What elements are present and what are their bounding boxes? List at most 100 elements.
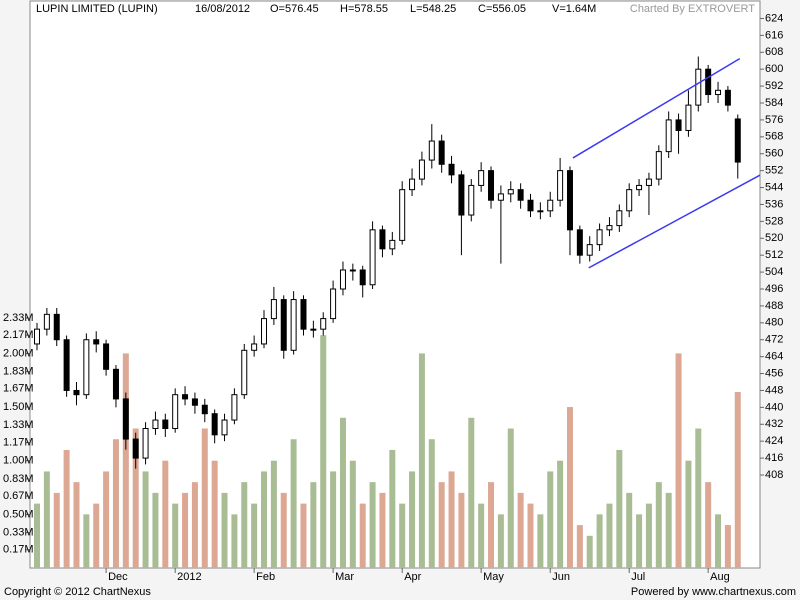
volume-bar	[290, 439, 297, 568]
candle-body	[705, 68, 712, 96]
volume-tick-label: 0.83M	[3, 473, 34, 485]
candle-body	[142, 428, 149, 459]
candle-body	[359, 269, 366, 286]
volume-bar	[596, 514, 603, 568]
candle-body	[675, 119, 682, 131]
x-tick-label: Aug	[710, 571, 730, 583]
candle-body	[241, 349, 248, 396]
y-tick-label: 616	[765, 29, 783, 41]
volume-bar	[409, 471, 416, 568]
candle-body	[261, 318, 268, 345]
volume-bar	[201, 428, 208, 568]
y-tick-label: 464	[765, 351, 783, 363]
candle-body	[626, 189, 633, 212]
candle-body	[379, 229, 386, 250]
y-tick-label: 480	[765, 317, 783, 329]
volume-bar	[379, 492, 386, 568]
volume-tick-label: 1.00M	[3, 455, 34, 467]
close: C=556.05	[478, 3, 526, 15]
volume-bar	[645, 503, 652, 568]
candle-body	[438, 140, 445, 165]
volume-bar	[517, 492, 524, 568]
volume-bar	[448, 471, 455, 568]
powered-by: Powered by www.chartnexus.com	[631, 586, 796, 598]
volume-bar	[142, 471, 149, 568]
volume-tick-label: 2.00M	[3, 347, 34, 359]
volume-bar	[122, 353, 129, 568]
volume-bar	[626, 492, 633, 568]
volume-bar	[152, 492, 159, 568]
y-tick-label: 576	[765, 114, 783, 126]
volume-tick-label: 0.67M	[3, 490, 34, 502]
volume-bar	[685, 460, 692, 568]
candle-body	[369, 229, 376, 286]
candle-body	[655, 151, 662, 180]
volume-bar	[53, 492, 60, 568]
volume-bar	[349, 460, 356, 568]
volume-bar	[191, 482, 198, 568]
candle-body	[182, 394, 189, 400]
volume-bar	[300, 503, 307, 568]
x-tick-label: 2012	[177, 571, 201, 583]
candle-body	[270, 299, 277, 320]
volume-bar	[63, 449, 70, 568]
x-tick-label: Mar	[335, 571, 354, 583]
y-tick-label: 512	[765, 249, 783, 261]
y-tick-label: 448	[765, 384, 783, 396]
candle-body	[290, 299, 297, 351]
candle-body	[645, 178, 652, 186]
candle-body	[152, 419, 159, 429]
volume-bar	[527, 503, 534, 568]
volume-bar	[734, 392, 741, 568]
candle-body	[636, 184, 643, 191]
candle-body	[547, 199, 554, 212]
y-tick-label: 520	[765, 232, 783, 244]
candle-body	[478, 170, 485, 186]
volume-bar	[616, 449, 623, 568]
candle-body	[734, 118, 741, 163]
volume-tick-label: 2.33M	[3, 312, 34, 324]
volume-bar	[636, 514, 643, 568]
volume-bar	[675, 353, 682, 568]
y-tick-label: 608	[765, 46, 783, 58]
candle-body	[201, 404, 208, 415]
volume-tick-label: 0.17M	[3, 544, 34, 556]
candle-body	[488, 170, 495, 201]
candle-body	[685, 104, 692, 131]
candle-body	[566, 170, 573, 231]
y-tick-label: 544	[765, 181, 783, 193]
volume-bar	[715, 514, 722, 568]
y-tick-label: 416	[765, 452, 783, 464]
volume-bar	[339, 417, 346, 568]
candle-body	[527, 199, 534, 212]
volume-bar	[478, 503, 485, 568]
candle-body	[43, 313, 50, 330]
x-tick-label: Apr	[404, 571, 421, 583]
y-tick-label: 584	[765, 97, 783, 109]
volume-bar	[280, 492, 287, 568]
volume-bar	[576, 525, 583, 568]
volume-tick-label: 2.17M	[3, 329, 34, 341]
volume-bar	[320, 335, 327, 568]
y-tick-label: 424	[765, 435, 783, 447]
candle-body	[172, 394, 179, 430]
candle-body	[320, 318, 327, 330]
volume-bar	[399, 503, 406, 568]
volume-bar	[418, 353, 425, 568]
y-tick-label: 504	[765, 266, 783, 278]
volume-bar	[724, 525, 731, 568]
volume-bar	[270, 460, 277, 568]
y-tick-label: 432	[765, 418, 783, 430]
y-tick-label: 560	[765, 148, 783, 160]
x-tick-label: Jul	[631, 571, 645, 583]
volume-bar	[438, 482, 445, 568]
volume-tick-label: 1.33M	[3, 419, 34, 431]
y-tick-label: 536	[765, 198, 783, 210]
trendline	[588, 174, 760, 269]
volume-bar	[497, 514, 504, 568]
y-tick-label: 552	[765, 165, 783, 177]
candle-body	[606, 225, 613, 231]
candle-body	[112, 368, 119, 400]
volume-tick-label: 1.50M	[3, 401, 34, 413]
